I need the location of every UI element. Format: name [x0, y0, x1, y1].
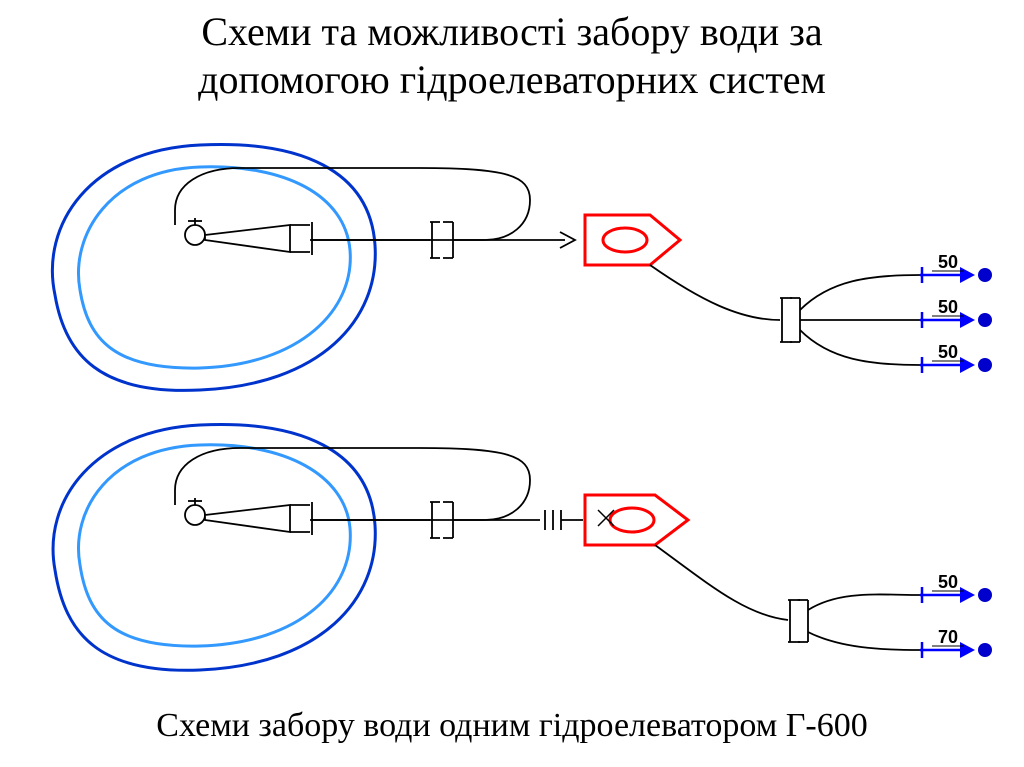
nozzle-1a: 50: [920, 252, 992, 283]
pipe-after-pump-1: [650, 265, 920, 365]
nozzle-2b: 70: [920, 627, 992, 658]
pipe-after-pump-2: [655, 545, 920, 650]
nozzle-1c: 50: [920, 342, 992, 373]
pipe-scheme-2: [175, 448, 583, 538]
caption: Схеми забору води одним гідроелеватором …: [0, 707, 1024, 745]
pump-1: [585, 215, 680, 265]
nozzle-label-1c: 50: [938, 342, 958, 362]
nozzle-label-2a: 50: [938, 572, 958, 592]
nozzle-1b: 50: [920, 297, 992, 328]
pump-2: [585, 495, 688, 545]
nozzle-label-1a: 50: [938, 252, 958, 272]
water-source-1: [52, 144, 375, 390]
water-source-2: [53, 424, 375, 670]
nozzle-label-2b: 70: [938, 627, 958, 647]
diagram-canvas: 50 50 50: [0, 0, 1024, 767]
nozzle-2a: 50: [920, 572, 992, 603]
nozzle-label-1b: 50: [938, 297, 958, 317]
